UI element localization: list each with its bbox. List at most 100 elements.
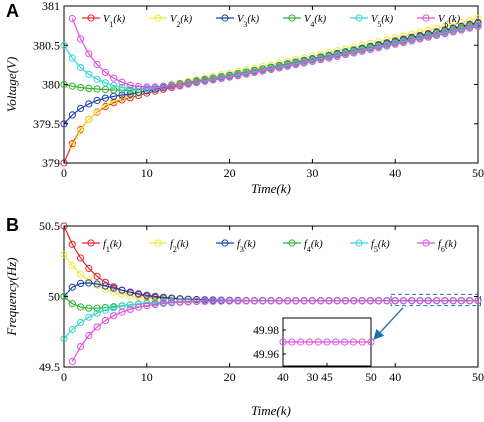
data-point [77,63,85,72]
x-tick-label: 0 [61,370,67,384]
legend-item: V6(k) [417,14,461,29]
data-point [68,240,76,248]
data-point [143,87,151,95]
data-point [317,297,325,305]
inset-point [323,338,331,346]
x-tick-label: 0 [61,166,67,180]
data-point [118,308,126,316]
data-point [110,284,118,292]
x-tick-label: 50 [472,166,484,180]
inset-x-tick-label: 40 [277,372,289,384]
data-point [101,306,110,314]
data-point [85,264,93,273]
y-tick-label: 381 [42,0,60,13]
legend-item: f1(k) [82,239,122,254]
data-point [358,297,366,305]
inset-y-tick-label: 49.96 [253,349,279,361]
data-point [375,297,383,305]
data-point [118,78,126,86]
data-point [110,312,118,320]
legend-item: V5(k) [350,14,394,29]
legend-marker [154,239,162,247]
data-point [68,111,76,119]
data-point [391,40,399,48]
chart-a-frame [63,5,479,164]
data-point [68,300,76,308]
data-point [466,24,474,32]
data-point [201,77,209,85]
series-V6(k) [68,14,482,91]
data-point [226,73,234,81]
data-point [399,297,408,305]
data-point [101,68,110,77]
data-point [93,85,101,93]
data-point [68,54,76,62]
legend-marker [87,239,95,247]
inset-point [358,338,366,346]
inset-x-tick-label: 45 [321,372,333,384]
data-point [383,42,391,50]
data-point [341,297,350,305]
data-point [68,140,76,148]
legend-label: f3(k) [237,239,256,254]
data-point [93,107,101,116]
legend-marker [422,14,430,22]
data-point [284,62,292,70]
data-point [68,325,76,334]
data-point [433,31,441,40]
data-point [176,298,184,306]
chart-b-ticks: 0 10 20 30 40 50 49.5 50 50.5 [39,219,484,384]
data-point [118,83,126,91]
legend-item: f3(k) [216,239,256,254]
data-point [77,279,85,287]
data-point [101,94,110,102]
legend-marker [355,239,363,247]
data-point [143,291,151,299]
data-point [424,297,432,305]
data-point [184,298,192,306]
data-point [275,297,283,305]
data-point [250,69,258,77]
data-point [449,297,457,305]
data-point [275,64,283,72]
data-point [85,279,93,287]
data-point [341,51,350,59]
data-point [474,22,482,30]
data-point [209,297,217,305]
inset-point [279,338,287,346]
data-point [77,35,85,43]
data-point [234,72,242,80]
legend-marker [154,14,162,22]
data-point [433,297,441,305]
data-point [134,303,143,311]
chart-b-frame [63,225,479,368]
inset-x-tick-label: 50 [365,372,377,384]
data-point [85,84,93,93]
data-point [77,254,85,262]
data-point [267,65,275,74]
legend-marker [288,239,296,247]
data-point [85,331,93,339]
series-line [71,300,478,362]
legend-marker [422,239,430,247]
data-point [118,286,126,294]
y-tick-label: 380 [42,78,60,92]
series-line [71,18,479,88]
data-point [209,76,217,84]
data-point [333,297,341,305]
inset-point [341,338,349,346]
data-point [68,283,76,291]
data-point [110,74,118,82]
data-point [375,44,383,52]
chart-b: 0 10 20 30 40 50 49.5 50 50.5 f1(k) f2(k) f3(k) f4(… [4,219,484,418]
data-point [68,357,76,366]
legend-label: V5(k) [371,14,394,29]
data-point [126,81,134,89]
data-point [217,75,225,83]
data-point [126,305,134,313]
inset-point [305,338,313,346]
data-point [416,35,424,43]
x-tick-label: 20 [224,370,236,384]
series-line [63,22,479,164]
series-f6(k) [68,297,482,366]
